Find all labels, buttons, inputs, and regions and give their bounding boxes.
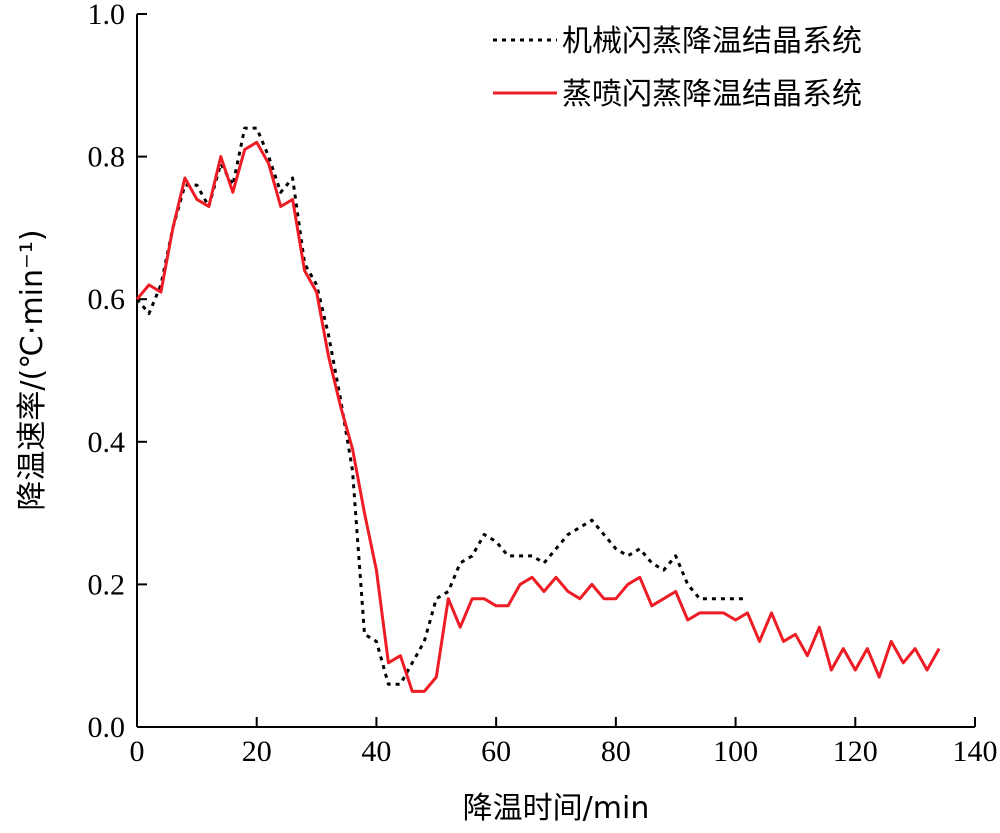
x-tick-label: 60 <box>481 735 511 768</box>
series-group <box>135 126 941 693</box>
y-tick-label: 0.6 <box>88 283 126 316</box>
y-tick-label: 1.0 <box>88 0 126 31</box>
ticks: 0 20 40 60 80 100 120 140 0.0 0.2 0.4 0.6 0.8 1.0 <box>88 0 998 768</box>
legend: 机械闪蒸降温结晶系统 蒸喷闪蒸降温结晶系统 <box>493 24 862 112</box>
y-tick-label: 0.4 <box>88 426 126 459</box>
legend-label-steam: 蒸喷闪蒸降温结晶系统 <box>562 77 862 112</box>
y-tick-label: 0.0 <box>88 711 126 744</box>
y-tick-label: 0.8 <box>88 141 126 174</box>
y-axis-title: 降温速率/(℃·min⁻¹) <box>15 229 50 510</box>
x-tick-label: 100 <box>713 735 758 768</box>
x-axis-title: 降温时间/min <box>463 791 650 826</box>
series-line-mechanical <box>135 126 748 686</box>
x-tick-label: 120 <box>833 735 878 768</box>
series-line-steam <box>135 140 941 693</box>
x-tick-label: 40 <box>361 735 391 768</box>
x-tick-label: 140 <box>953 735 998 768</box>
x-tick-label: 80 <box>601 735 631 768</box>
legend-label-mechanical: 机械闪蒸降温结晶系统 <box>562 24 862 59</box>
x-tick-label: 0 <box>130 735 145 768</box>
axes <box>136 14 975 728</box>
x-tick-label: 20 <box>242 735 272 768</box>
y-tick-label: 0.2 <box>88 568 126 601</box>
